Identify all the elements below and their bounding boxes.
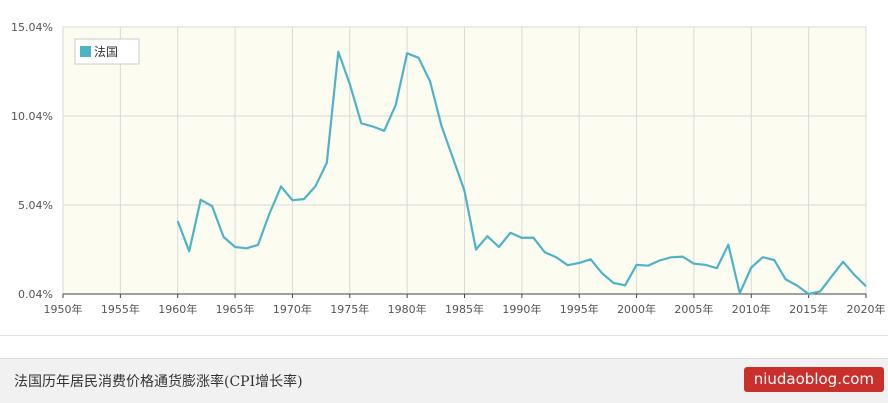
data-point[interactable] bbox=[280, 185, 282, 187]
watermark-badge[interactable]: niudaoblog.com bbox=[743, 367, 884, 392]
chart-caption: 法国历年居民消费价格通货膨涨率(CPI增长率) bbox=[14, 374, 303, 390]
data-point[interactable] bbox=[291, 199, 293, 201]
data-point[interactable] bbox=[693, 263, 695, 265]
data-point[interactable] bbox=[601, 272, 603, 274]
data-point[interactable] bbox=[636, 264, 638, 266]
data-point[interactable] bbox=[360, 122, 362, 124]
x-tick-label: 2000年 bbox=[617, 302, 656, 316]
data-point[interactable] bbox=[647, 265, 649, 267]
series-line-france[interactable] bbox=[176, 50, 867, 296]
data-point[interactable] bbox=[613, 282, 615, 284]
x-tick-label: 2005年 bbox=[674, 302, 713, 316]
data-point[interactable] bbox=[429, 80, 431, 82]
data-point[interactable] bbox=[200, 199, 202, 201]
x-tick-label: 1965年 bbox=[216, 302, 255, 316]
data-point[interactable] bbox=[314, 185, 316, 187]
data-point[interactable] bbox=[521, 237, 523, 239]
x-tick-label: 1995年 bbox=[560, 302, 599, 316]
data-point[interactable] bbox=[326, 162, 328, 164]
x-tick-label: 1985年 bbox=[445, 302, 484, 316]
data-point[interactable] bbox=[188, 250, 190, 252]
data-point[interactable] bbox=[532, 237, 534, 239]
data-point[interactable] bbox=[750, 266, 752, 268]
data-point[interactable] bbox=[268, 213, 270, 215]
data-point[interactable] bbox=[418, 57, 420, 59]
data-point[interactable] bbox=[659, 260, 661, 262]
data-point[interactable] bbox=[246, 247, 248, 249]
data-point[interactable] bbox=[590, 258, 592, 260]
y-tick-label: 5.04% bbox=[18, 199, 53, 212]
data-point[interactable] bbox=[349, 83, 351, 85]
data-point[interactable] bbox=[739, 292, 741, 294]
data-point[interactable] bbox=[567, 264, 569, 266]
data-point[interactable] bbox=[475, 249, 477, 251]
x-tick-label: 1955年 bbox=[101, 302, 140, 316]
x-tick-label: 1980年 bbox=[388, 302, 427, 316]
data-point[interactable] bbox=[498, 246, 500, 248]
x-axis-ticks: 1950年 1955年 1960年 1965年 1970年 1975年 1980年 1985年… bbox=[44, 294, 886, 316]
data-point[interactable] bbox=[578, 262, 580, 264]
x-tick-label: 2010年 bbox=[732, 302, 771, 316]
data-point[interactable] bbox=[383, 130, 385, 132]
data-point[interactable] bbox=[303, 198, 305, 200]
data-point[interactable] bbox=[555, 256, 557, 258]
data-point[interactable] bbox=[762, 256, 764, 258]
data-point[interactable] bbox=[865, 285, 867, 287]
data-point[interactable] bbox=[785, 278, 787, 280]
y-axis-ticks: 0.04% 5.04% 10.04% 15.04% bbox=[11, 21, 53, 301]
x-tick-label: 2015年 bbox=[789, 302, 828, 316]
x-tick-label: 2020年 bbox=[847, 302, 886, 316]
data-point[interactable] bbox=[854, 274, 856, 276]
data-point[interactable] bbox=[211, 205, 213, 207]
data-point[interactable] bbox=[796, 285, 798, 287]
data-point[interactable] bbox=[704, 264, 706, 266]
data-point[interactable] bbox=[842, 261, 844, 263]
data-point[interactable] bbox=[486, 235, 488, 237]
data-point[interactable] bbox=[406, 52, 408, 54]
data-point[interactable] bbox=[509, 232, 511, 234]
data-point[interactable] bbox=[670, 256, 672, 258]
x-tick-label: 1960年 bbox=[158, 302, 197, 316]
data-point[interactable] bbox=[177, 220, 179, 222]
data-point[interactable] bbox=[831, 275, 833, 277]
x-tick-label: 1990年 bbox=[502, 302, 541, 316]
legend[interactable]: 法国 bbox=[74, 38, 140, 65]
data-point[interactable] bbox=[223, 236, 225, 238]
data-point[interactable] bbox=[624, 284, 626, 286]
data-point[interactable] bbox=[337, 51, 339, 53]
data-point[interactable] bbox=[441, 125, 443, 127]
data-point[interactable] bbox=[452, 157, 454, 159]
chart-panel: 0.04% 5.04% 10.04% 15.04% 1950年 1955年 1960年 19… bbox=[0, 21, 888, 336]
y-tick-label: 10.04% bbox=[11, 110, 53, 123]
caption-bar: 法国历年居民消费价格通货膨涨率(CPI增长率) niudaoblog.com bbox=[0, 358, 888, 403]
data-point[interactable] bbox=[819, 291, 821, 293]
data-point[interactable] bbox=[544, 251, 546, 253]
data-point[interactable] bbox=[464, 190, 466, 192]
data-point[interactable] bbox=[716, 267, 718, 269]
data-point[interactable] bbox=[257, 244, 259, 246]
data-point[interactable] bbox=[727, 244, 729, 246]
legend-swatch bbox=[80, 46, 91, 57]
legend-label: 法国 bbox=[94, 45, 118, 59]
data-point[interactable] bbox=[372, 126, 374, 128]
data-point[interactable] bbox=[395, 104, 397, 106]
x-tick-label: 1970年 bbox=[273, 302, 312, 316]
y-tick-label: 15.04% bbox=[11, 21, 53, 34]
data-point[interactable] bbox=[681, 256, 683, 258]
data-point[interactable] bbox=[234, 246, 236, 248]
line-chart: 0.04%5.04%10.04%15.04% 1950年 1955年 1960年 19… bbox=[11, 21, 886, 316]
data-point[interactable] bbox=[808, 293, 810, 295]
data-point[interactable] bbox=[773, 259, 775, 261]
x-tick-label: 1950年 bbox=[44, 302, 83, 316]
series-layer bbox=[176, 50, 867, 296]
y-tick-label: 0.04% bbox=[18, 288, 53, 301]
x-tick-label: 1975年 bbox=[330, 302, 369, 316]
